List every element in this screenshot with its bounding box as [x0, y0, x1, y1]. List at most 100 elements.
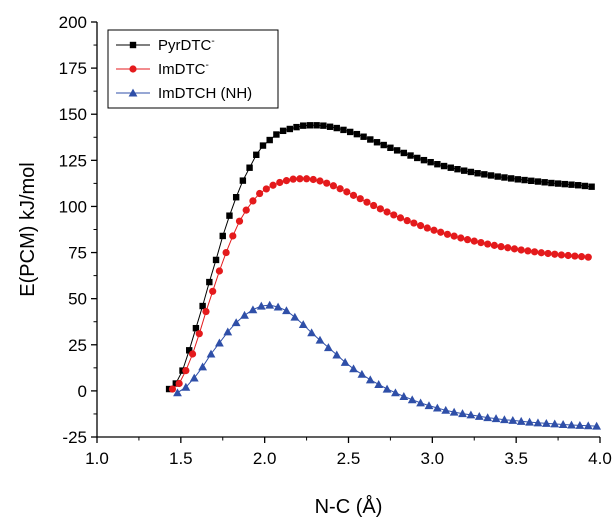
data-point: [541, 179, 548, 186]
series-line: [177, 304, 597, 427]
data-point: [168, 385, 177, 393]
series-line: [168, 124, 592, 390]
data-point: [501, 174, 508, 181]
data-point: [490, 241, 498, 249]
y-tick-label: 100: [59, 197, 87, 216]
series-layer: [165, 122, 602, 430]
data-point: [434, 161, 441, 168]
data-point: [481, 171, 488, 178]
legend-label: ImDTCH (NH): [158, 85, 252, 102]
data-point: [363, 198, 371, 206]
data-point: [581, 182, 589, 190]
data-point: [186, 347, 193, 354]
data-point: [269, 181, 277, 189]
x-axis-ticks: 1.0 1.5 2.0 2.5 3.0 3.5 4.0: [85, 437, 612, 468]
data-point: [349, 364, 358, 373]
x-tick-label: 2.5: [337, 449, 361, 468]
data-point: [279, 127, 287, 135]
data-point: [424, 401, 434, 410]
data-point: [219, 232, 226, 240]
data-point: [326, 123, 334, 130]
data-point: [554, 180, 562, 187]
data-point: [541, 418, 551, 427]
data-point: [286, 125, 294, 133]
data-point: [181, 382, 191, 391]
data-point: [215, 267, 223, 275]
data-point: [575, 182, 582, 189]
data-point: [474, 411, 484, 420]
y-tick-label: 150: [59, 105, 87, 124]
data-point: [491, 414, 501, 423]
data-point: [262, 185, 270, 193]
data-point: [253, 151, 260, 158]
data-point: [206, 349, 216, 358]
data-point: [396, 214, 405, 222]
data-point: [583, 421, 593, 430]
data-point: [240, 310, 249, 319]
data-point: [353, 130, 361, 138]
data-point: [420, 156, 428, 164]
data-point: [414, 154, 421, 162]
data-point: [374, 380, 384, 388]
x-tick-label: 4.0: [588, 449, 612, 468]
legend-label: PyrDTC-: [158, 36, 215, 54]
data-point: [531, 248, 539, 256]
data-point: [380, 141, 387, 149]
data-point: [544, 249, 552, 258]
y-tick-label: 50: [68, 290, 87, 309]
legend-label-superscript: -: [211, 36, 214, 47]
data-point: [199, 302, 206, 310]
series-circle: [168, 175, 592, 393]
data-point: [206, 278, 213, 286]
data-point: [198, 362, 208, 371]
data-point: [223, 327, 233, 336]
data-point: [248, 305, 258, 314]
data-point: [265, 300, 275, 309]
data-point: [329, 182, 338, 190]
series-square: [165, 122, 595, 393]
data-point: [306, 122, 314, 129]
data-point: [466, 410, 476, 419]
data-point: [533, 418, 543, 427]
data-point: [266, 136, 273, 144]
data-point: [332, 350, 342, 359]
data-point: [175, 379, 183, 388]
data-point: [340, 357, 350, 366]
data-point: [290, 312, 300, 321]
data-point: [256, 301, 266, 310]
data-point: [209, 287, 217, 295]
data-point: [441, 405, 451, 414]
series-triangle: [173, 300, 602, 430]
data-point: [474, 170, 481, 177]
data-point: [571, 252, 579, 260]
data-point: [567, 420, 576, 429]
data-point: [564, 251, 572, 260]
data-point: [232, 194, 240, 201]
data-point: [443, 230, 452, 238]
data-point: [416, 398, 425, 407]
legend-label-main: ImDTCH (NH): [158, 85, 252, 102]
data-point: [229, 232, 237, 240]
data-point: [517, 246, 525, 254]
data-point: [309, 175, 317, 184]
y-tick-label: 25: [68, 336, 87, 355]
data-point: [423, 224, 431, 232]
data-point: [383, 208, 391, 216]
data-point: [575, 420, 585, 429]
data-point: [192, 324, 200, 332]
data-point: [195, 330, 203, 338]
data-point: [432, 403, 442, 412]
y-tick-label: 200: [59, 13, 87, 32]
y-tick-label: -25: [62, 428, 87, 447]
data-point: [256, 189, 264, 198]
data-point: [484, 240, 492, 248]
data-point: [202, 307, 210, 316]
data-point: [296, 175, 304, 183]
data-point: [246, 164, 253, 171]
x-tick-label: 1.5: [169, 449, 193, 468]
data-point: [188, 350, 197, 358]
data-point: [450, 232, 458, 240]
data-point: [524, 247, 532, 255]
data-point: [212, 256, 220, 264]
